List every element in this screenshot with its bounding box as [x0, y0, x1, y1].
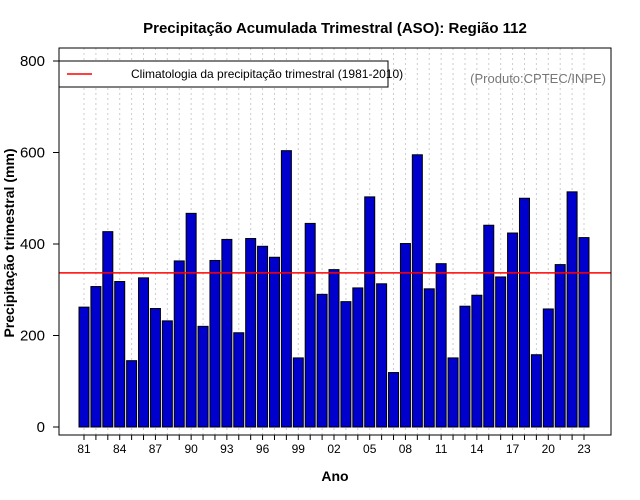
bar-01 [316, 293, 328, 428]
bar-19 [530, 354, 542, 428]
bar-21 [554, 264, 566, 428]
bar-09 [411, 154, 423, 428]
y-tick-label: 600 [20, 145, 45, 162]
bar-84 [114, 281, 126, 428]
chart-title: Precipitação Acumulada Trimestral (ASO):… [143, 20, 527, 37]
legend: Climatologia da precipitação trimestral … [58, 60, 403, 88]
bar-99 [292, 357, 304, 428]
y-axis: 0 200 400 600 800 [20, 53, 59, 436]
bar-88 [161, 320, 173, 428]
bar-83 [102, 231, 114, 428]
x-tick-label: 96 [256, 442, 270, 456]
x-tick-label: 99 [292, 442, 306, 456]
legend-box [58, 60, 389, 88]
credit-text: (Produto:CPTEC/INPE) [470, 71, 606, 86]
bar-91 [197, 325, 209, 428]
bar-92 [209, 259, 221, 428]
bar-94 [233, 332, 245, 428]
bar-95 [245, 238, 257, 428]
bar-12 [447, 357, 459, 428]
x-tick-label: 20 [542, 442, 556, 456]
x-tick-label: 05 [363, 442, 377, 456]
bar-17 [507, 232, 519, 428]
bar-87 [149, 308, 161, 428]
bar-85 [126, 360, 138, 428]
x-axis-title: Ano [321, 468, 348, 484]
bar-14 [471, 294, 483, 428]
y-tick-label: 400 [20, 236, 45, 253]
bar-93 [221, 238, 233, 428]
x-tick-label: 87 [149, 442, 163, 456]
x-tick-label: 02 [327, 442, 341, 456]
bar-02 [328, 269, 340, 428]
bar-81 [78, 306, 90, 428]
bar-89 [173, 260, 185, 428]
bar-03 [340, 301, 352, 428]
bar-20 [542, 308, 554, 428]
bar-10 [423, 288, 435, 428]
bar-23 [578, 237, 590, 428]
bar-06 [376, 283, 388, 428]
bar-05 [364, 196, 376, 428]
bar-13 [459, 305, 471, 428]
x-tick-label: 81 [77, 442, 91, 456]
bar-18 [518, 197, 530, 428]
y-tick-label: 0 [37, 419, 45, 436]
x-tick-label: 93 [220, 442, 234, 456]
bar-22 [566, 191, 578, 428]
bar-04 [352, 287, 364, 428]
x-tick-label: 14 [470, 442, 484, 456]
bar-97 [268, 256, 280, 428]
legend-label: Climatologia da precipitação trimestral … [131, 67, 403, 81]
y-tick-label: 200 [20, 328, 45, 345]
x-tick-label: 84 [113, 442, 127, 456]
bar-08 [399, 243, 411, 428]
bar-00 [304, 222, 316, 428]
x-tick-label: 11 [435, 442, 448, 456]
y-tick-label: 800 [20, 53, 45, 70]
bar-98 [280, 150, 292, 428]
x-tick-label: 08 [399, 442, 413, 456]
bar-15 [483, 224, 495, 428]
x-tick-label: 23 [577, 442, 591, 456]
bar-07 [388, 372, 400, 428]
bar-series [78, 150, 590, 428]
bar-16 [495, 276, 507, 428]
bar-82 [90, 286, 102, 428]
plot-area [58, 47, 612, 436]
x-tick-label: 90 [184, 442, 198, 456]
x-axis: 81 84 87 90 93 96 99 02 05 08 11 14 17 20 23 [77, 435, 591, 456]
x-tick-label: 17 [506, 442, 520, 456]
bar-86 [138, 277, 150, 428]
bar-96 [257, 245, 269, 428]
bar-11 [435, 263, 447, 428]
bar-90 [185, 212, 197, 428]
y-axis-title: Precipitação trimestral (mm) [1, 148, 17, 337]
